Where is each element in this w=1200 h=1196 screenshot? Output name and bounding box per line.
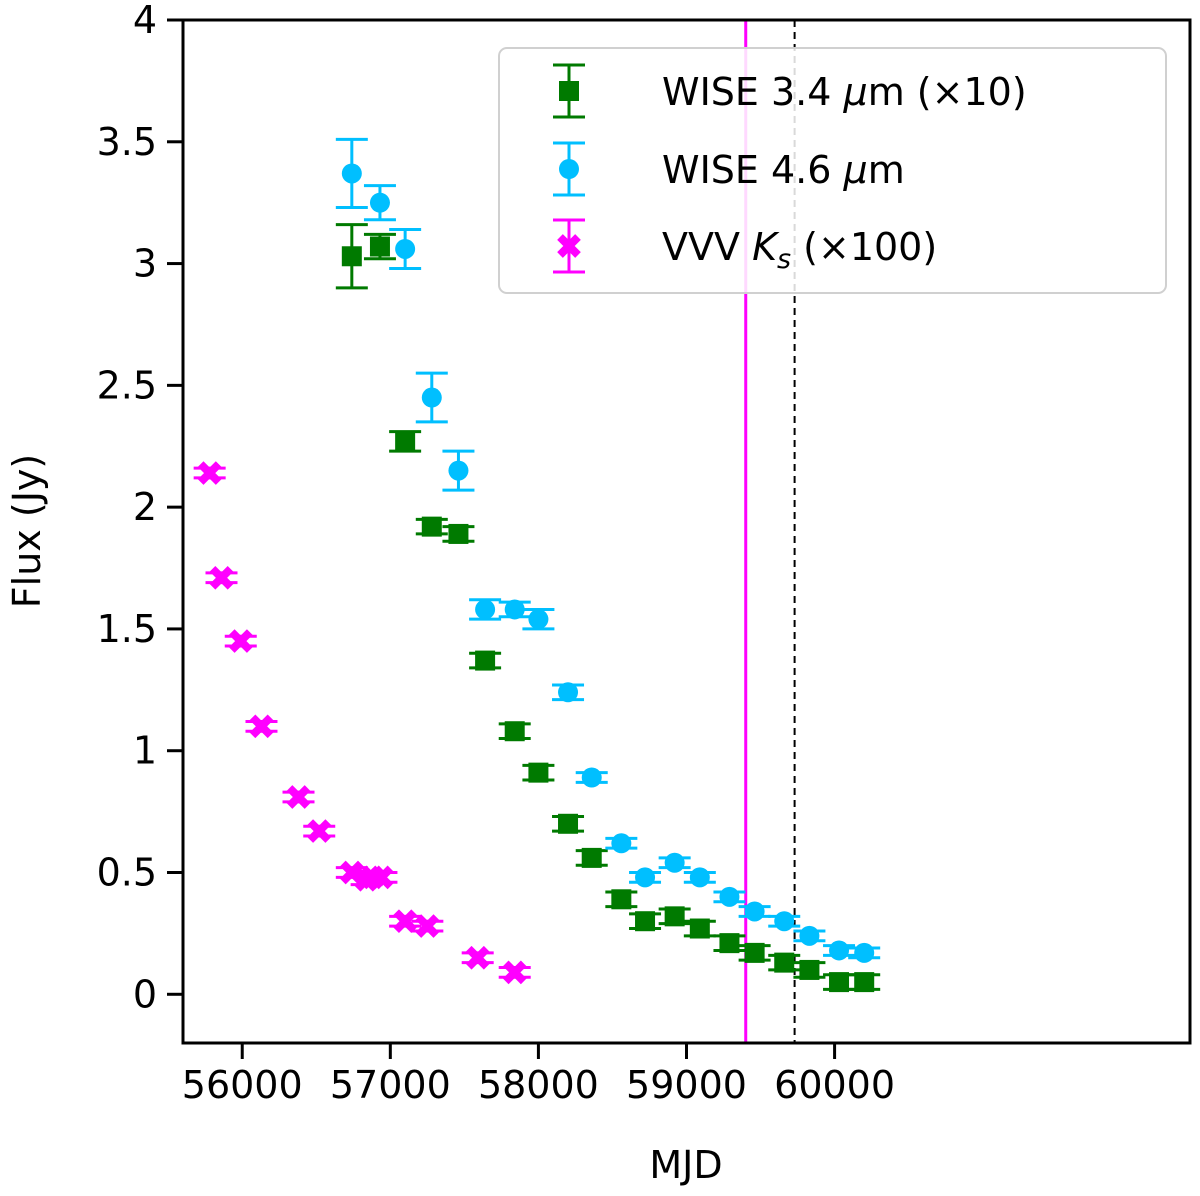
data-point xyxy=(475,650,496,671)
data-point xyxy=(421,516,442,537)
data-point xyxy=(829,972,850,993)
data-point xyxy=(369,236,390,257)
x-tick-label: 58000 xyxy=(478,1063,599,1107)
y-tick-label: 3 xyxy=(133,242,157,286)
data-point xyxy=(558,813,579,834)
y-tick-label: 1.5 xyxy=(97,607,157,651)
data-point xyxy=(393,909,417,934)
series-2 xyxy=(193,461,531,985)
data-point xyxy=(249,714,274,739)
data-point xyxy=(558,682,579,703)
x-axis-label: MJD xyxy=(649,1143,722,1187)
data-point xyxy=(528,609,549,630)
data-point xyxy=(559,159,579,179)
data-point xyxy=(774,952,795,973)
y-axis-label: Flux (Jy) xyxy=(5,454,49,608)
data-point xyxy=(528,762,549,783)
legend-label: VVV Ks (×100) xyxy=(662,225,937,275)
data-point xyxy=(421,387,442,408)
data-point xyxy=(611,889,632,910)
legend-box xyxy=(498,47,1167,294)
x-tick-label: 60000 xyxy=(774,1063,895,1107)
legend: WISE 3.4 μm (×10) WISE 4.6 μm VVV Ks (×100… xyxy=(498,47,1167,294)
x-tick-label: 57000 xyxy=(330,1063,451,1107)
data-point xyxy=(395,238,416,259)
y-tick-label: 2.5 xyxy=(97,363,157,407)
data-point xyxy=(209,565,234,590)
data-point xyxy=(504,599,525,620)
legend-label: WISE 4.6 μm xyxy=(662,148,905,192)
data-point xyxy=(635,867,656,888)
data-point xyxy=(369,192,390,213)
y-tick-label: 1 xyxy=(133,729,157,773)
data-point xyxy=(557,234,581,258)
y-tick-label: 0 xyxy=(133,972,157,1016)
data-point xyxy=(286,785,311,809)
data-point xyxy=(581,847,602,868)
series-1 xyxy=(335,137,881,963)
x-axis: 56000 57000 58000 59000 60000 xyxy=(182,1043,895,1107)
data-point xyxy=(465,945,490,970)
data-point xyxy=(197,461,222,485)
data-marks xyxy=(193,137,881,993)
legend-item: VVV Ks (×100) xyxy=(553,218,937,275)
data-point xyxy=(307,819,332,843)
data-point xyxy=(664,852,685,873)
data-point xyxy=(799,959,820,980)
data-point xyxy=(341,163,362,184)
y-tick-label: 2 xyxy=(133,485,157,529)
data-point xyxy=(854,942,875,963)
data-point xyxy=(611,833,632,854)
data-point xyxy=(635,911,656,932)
data-point xyxy=(774,911,795,932)
y-tick-label: 3.5 xyxy=(97,120,157,164)
data-point xyxy=(689,867,710,888)
y-axis: 0 0.5 1 1.5 2 2.5 3 3.5 4 xyxy=(97,0,183,1016)
data-point xyxy=(854,972,875,993)
legend-item: WISE 3.4 μm (×10) xyxy=(553,63,1027,119)
data-point xyxy=(559,81,579,101)
legend-label: WISE 3.4 μm (×10) xyxy=(662,70,1027,114)
data-point xyxy=(415,914,440,938)
data-point xyxy=(448,523,469,544)
data-point xyxy=(339,860,364,885)
data-point xyxy=(504,721,525,742)
data-point xyxy=(341,246,362,267)
data-point xyxy=(719,886,740,907)
data-point xyxy=(502,960,527,985)
data-point xyxy=(744,942,765,963)
y-tick-label: 0.5 xyxy=(97,851,157,895)
data-point xyxy=(581,767,602,788)
data-point xyxy=(228,629,253,653)
data-point xyxy=(448,460,469,481)
x-tick-label: 56000 xyxy=(182,1063,303,1107)
series-0 xyxy=(335,223,881,993)
x-tick-label: 59000 xyxy=(626,1063,747,1107)
data-point xyxy=(829,940,850,961)
y-tick-label: 4 xyxy=(133,0,157,42)
data-point xyxy=(719,933,740,954)
data-point xyxy=(689,918,710,939)
data-point xyxy=(664,906,685,927)
data-point xyxy=(744,901,765,922)
data-point xyxy=(475,599,496,620)
data-point xyxy=(799,925,820,946)
data-point xyxy=(369,865,394,890)
data-point xyxy=(395,431,416,452)
legend-item: WISE 4.6 μm xyxy=(553,141,905,197)
